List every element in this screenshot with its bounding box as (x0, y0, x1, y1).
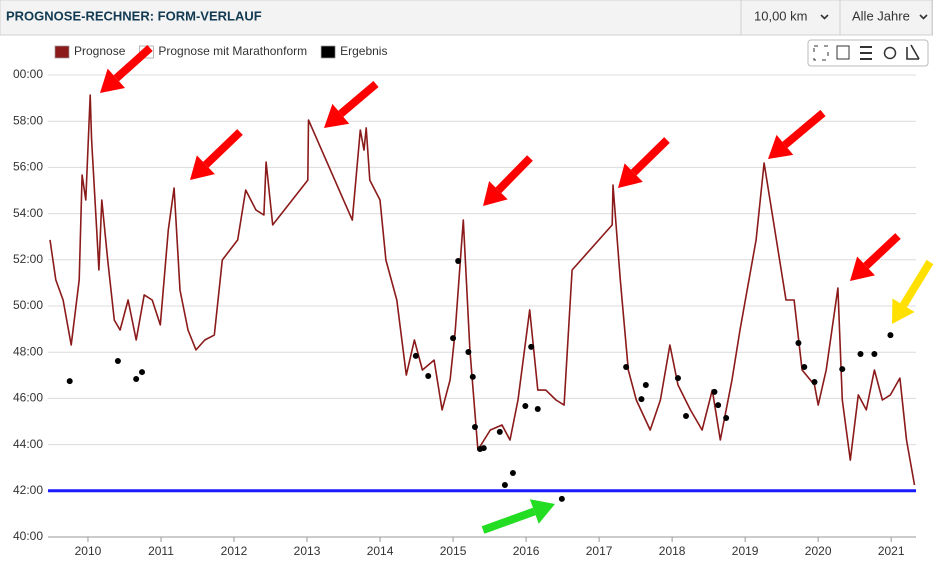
legend-label[interactable]: Ergebnis (340, 44, 387, 58)
y-tick-label: 56:00 (13, 160, 43, 174)
y-tick-label: 40:00 (13, 529, 43, 543)
result-point (682, 412, 689, 419)
annotations (100, 45, 933, 534)
result-point (522, 403, 529, 410)
prognose-line (49, 94, 916, 486)
result-point (638, 396, 645, 403)
plot: 40:00 42:00 44:00 46:00 48:00 50:00 52:00 54:00… (13, 44, 916, 558)
target-icon[interactable] (883, 46, 897, 60)
result-point (723, 415, 730, 422)
x-tick-label: 2019 (732, 544, 759, 558)
header-title: PROGNOSE-RECHNER: FORM-VERLAUF (6, 8, 262, 23)
result-point (139, 369, 146, 376)
arrow-head (768, 134, 794, 159)
y-tick-label: 48:00 (13, 344, 43, 358)
result-point (480, 445, 487, 452)
arrow-shaft (863, 233, 901, 269)
arrow-head (850, 256, 875, 281)
result-point (642, 382, 649, 389)
result-point (455, 257, 462, 264)
period-label[interactable]: Alle Jahre (852, 8, 910, 23)
result-point (528, 343, 535, 350)
distance-button[interactable]: 10,00 km (740, 0, 841, 36)
result-point (66, 378, 73, 385)
arrow-shaft (113, 45, 153, 82)
save-icon[interactable] (836, 45, 850, 60)
legend-swatch (54, 45, 70, 59)
result-point (715, 402, 722, 409)
y-tick-label: 00:00 (13, 67, 43, 81)
period-button[interactable]: Alle Jahre (839, 0, 933, 36)
distance-label[interactable]: 10,00 km (754, 8, 807, 23)
y-tick-label: 58:00 (13, 113, 43, 127)
x-tick-label: 2017 (586, 544, 613, 558)
arrow-shaft (495, 155, 533, 194)
x-tick-label: 2012 (221, 544, 248, 558)
y-tick-label: 46:00 (13, 391, 43, 405)
result-point (801, 363, 808, 370)
crop-icon[interactable] (906, 44, 920, 60)
result-point (450, 335, 457, 342)
x-tick-label: 2018 (659, 544, 686, 558)
x-tick-label: 2013 (294, 544, 321, 558)
list-icon[interactable] (860, 46, 872, 60)
arrow-head (324, 103, 350, 128)
chevron[interactable] (919, 14, 928, 20)
result-point (496, 428, 503, 435)
result-point (887, 332, 894, 339)
y-tick-label: 54:00 (13, 206, 43, 220)
legend-label[interactable]: Prognose (74, 44, 126, 58)
result-point (623, 363, 630, 370)
chevron[interactable] (820, 14, 829, 20)
toolbar (807, 39, 929, 67)
result-point (711, 388, 718, 395)
result-point (114, 357, 121, 364)
arrow-shaft (481, 507, 536, 534)
result-point (425, 372, 432, 379)
result-point (674, 375, 681, 382)
x-tick-label: 2010 (75, 544, 102, 558)
y-tick-label: 44:00 (13, 437, 43, 451)
x-tick-label: 2021 (878, 544, 905, 558)
arrow-shaft (338, 80, 379, 117)
arrow-shaft (630, 137, 670, 176)
y-tick-label: 50:00 (13, 298, 43, 312)
result-point (811, 378, 818, 385)
x-tick-label: 2011 (148, 544, 174, 558)
result-point (558, 495, 565, 502)
result-point (857, 351, 864, 358)
y-tick-label: 52:00 (13, 252, 43, 266)
arrow-shaft (900, 259, 933, 308)
arrow-head (892, 298, 915, 324)
x-tick-label: 2016 (513, 544, 540, 558)
legend-swatch (320, 45, 336, 59)
result-point (133, 375, 140, 382)
arrow-head (618, 163, 643, 188)
result-point (469, 373, 476, 380)
y-tick-label: 42:00 (13, 483, 43, 497)
result-point (465, 348, 472, 355)
zoom-icon[interactable] (813, 45, 829, 61)
x-tick-label: 2020 (805, 544, 832, 558)
result-point (501, 482, 508, 489)
result-point (534, 406, 541, 413)
button-box[interactable] (839, 0, 933, 36)
result-point (471, 424, 478, 431)
arrow-shaft (203, 129, 243, 168)
x-tick-label: 2015 (440, 544, 467, 558)
legend-label[interactable]: Prognose mit Marathonform (158, 44, 307, 58)
x-tick-label: 2014 (367, 544, 394, 558)
result-point (412, 352, 419, 359)
result-point (871, 351, 878, 358)
result-point (509, 470, 516, 477)
result-point (795, 339, 802, 346)
arrow-head (483, 181, 508, 206)
arrow-head (529, 499, 555, 524)
arrow-head (100, 68, 126, 93)
arrow-head (190, 155, 215, 180)
arrow-shaft (782, 109, 826, 148)
result-point (839, 366, 846, 373)
